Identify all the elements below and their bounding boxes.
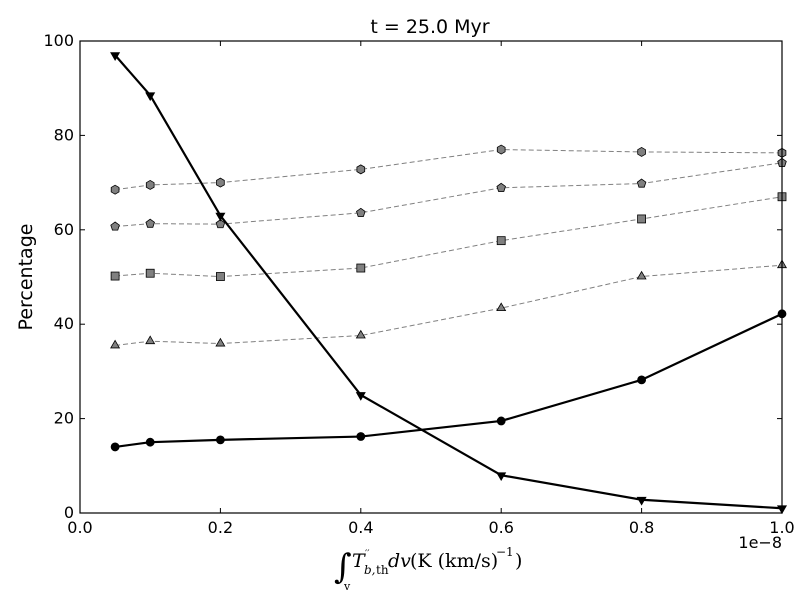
data-point-square [356, 263, 366, 273]
y-axis-label: Percentage [15, 224, 37, 331]
tick-layer: 0.0 0.2 0.4 0.6 0.8 1.0 0 20 40 60 80 100 [43, 31, 794, 537]
chart-title: t = 25.0 Myr [370, 16, 489, 38]
svg-text:(K (km/s): (K (km/s) [410, 550, 498, 572]
data-point-triangle-down [496, 472, 507, 482]
y-tick-label: 40 [54, 314, 74, 333]
data-point-triangle-down [145, 92, 156, 102]
data-point-triangle-down [110, 52, 121, 61]
x-offset-text: 1e−8 [738, 533, 782, 552]
x-tick-label: 0.0 [67, 518, 92, 537]
x-tick-label: 0.8 [629, 518, 654, 537]
data-point-hexagon [637, 146, 646, 157]
y-tick-label: 0 [64, 503, 74, 522]
x-tick-label: 0.6 [488, 518, 513, 537]
series-circle [110, 309, 787, 452]
data-point-triangle-up [636, 270, 647, 280]
svg-text:∫: ∫ [334, 547, 352, 587]
data-point-pentagon [636, 178, 647, 188]
x-tick-label: 0.2 [208, 518, 233, 537]
data-point-hexagon [496, 144, 506, 155]
series-layer [110, 52, 788, 515]
data-point-hexagon [145, 179, 155, 190]
data-point-square [496, 236, 506, 246]
data-point-pentagon [145, 218, 155, 228]
data-point-triangle-up [145, 335, 156, 345]
data-point-circle [110, 442, 120, 452]
y-tick-label: 80 [54, 125, 74, 144]
data-point-hexagon [110, 184, 120, 195]
x-tick-label: 1.0 [769, 518, 794, 537]
y-tick-label: 20 [54, 409, 74, 428]
y-tick-label: 100 [43, 31, 74, 50]
data-point-circle [496, 416, 506, 426]
data-point-circle [356, 432, 366, 441]
plot-frame [79, 40, 783, 514]
series-triangle-up [110, 259, 788, 349]
data-point-square [145, 268, 155, 278]
data-point-triangle-up [496, 302, 507, 312]
svg-text:dv: dv [388, 550, 411, 572]
series-hexagon [110, 144, 787, 195]
data-point-pentagon [110, 221, 120, 231]
data-point-triangle-down [636, 496, 647, 506]
data-point-square [637, 214, 646, 224]
data-point-circle [145, 437, 155, 447]
svg-text:b,: b, [364, 563, 376, 577]
plot-area [80, 41, 782, 513]
x-tick-label: 0.4 [348, 518, 373, 537]
svg-text:T: T [352, 550, 366, 572]
data-point-hexagon [356, 164, 366, 175]
data-point-pentagon [496, 182, 506, 192]
data-point-square [215, 272, 225, 281]
data-point-triangle-down [215, 212, 226, 222]
y-tick-label: 60 [54, 220, 74, 239]
data-point-hexagon [216, 177, 225, 188]
series-pentagon [110, 157, 787, 231]
data-point-triangle-down [355, 392, 366, 401]
data-point-circle [637, 375, 646, 385]
x-axis-label: ∫ v T ′′ b, th dv (K (km/s) −1 ) [334, 545, 522, 593]
svg-text:′′: ′′ [365, 549, 370, 560]
svg-text:−1: −1 [496, 545, 514, 559]
svg-text:th: th [376, 563, 389, 577]
data-point-triangle-up [355, 329, 366, 339]
svg-text:v: v [343, 580, 351, 593]
data-point-square [110, 271, 120, 281]
data-point-circle [215, 435, 225, 445]
data-point-pentagon [215, 219, 226, 229]
data-point-triangle-up [110, 339, 121, 349]
data-point-pentagon [356, 207, 366, 217]
data-point-triangle-up [215, 337, 226, 347]
svg-text:): ) [515, 550, 522, 572]
